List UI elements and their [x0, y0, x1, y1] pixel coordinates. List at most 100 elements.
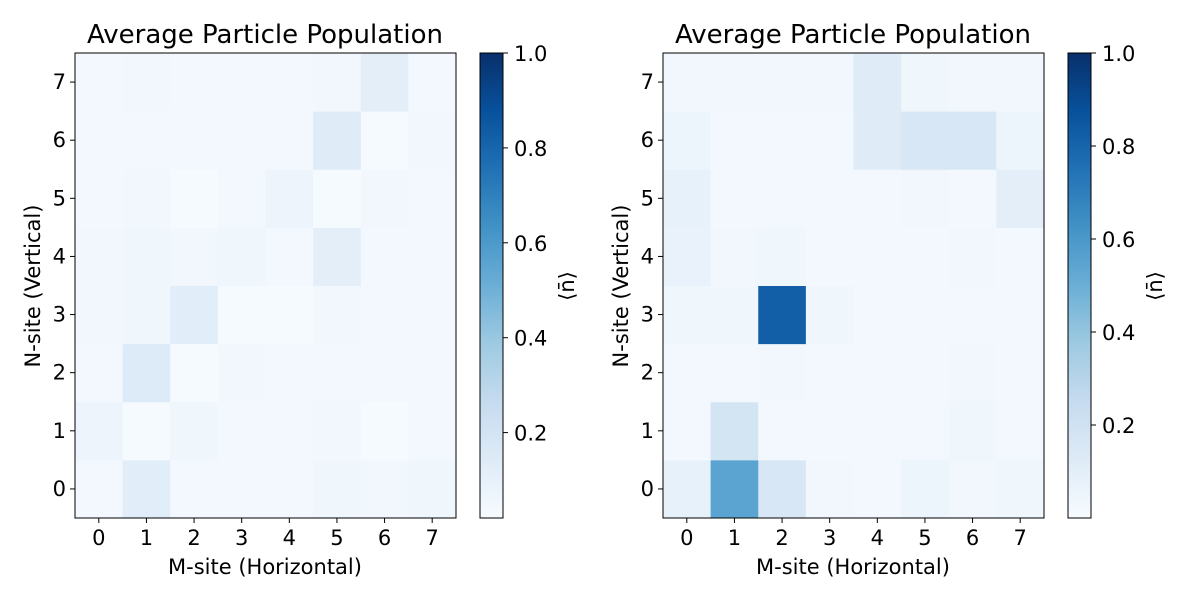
heatmap-cell [805, 459, 854, 519]
heatmap-cell [710, 285, 759, 345]
colorbar-tick-label: 1.0 [1102, 42, 1135, 66]
heatmap-cell [758, 169, 807, 228]
heatmap-cell [360, 459, 409, 519]
colorbar-tick-label: 0.8 [1102, 135, 1135, 159]
heatmap-cell [75, 53, 124, 112]
x-tick-label: 5 [918, 526, 931, 550]
heatmap-cell [170, 459, 219, 519]
x-tick-label: 2 [187, 526, 200, 550]
colorbar-gradient [479, 52, 504, 519]
heatmap-cell [217, 285, 266, 345]
heatmap-cell [805, 53, 854, 112]
heatmap-cell [265, 111, 314, 170]
heatmap-cell [758, 401, 807, 461]
heatmap-cell [996, 401, 1045, 461]
x-tick-label: 2 [775, 526, 788, 550]
heatmap-cell [313, 227, 362, 286]
heatmap-cell [408, 401, 457, 461]
heatmap-cell [948, 53, 997, 112]
x-tick-label: 4 [871, 526, 884, 550]
heatmap-cell [663, 343, 712, 403]
heatmap-cell [853, 459, 902, 519]
heatmap-cell [996, 227, 1045, 286]
chart-title: Average Particle Population [675, 20, 1031, 50]
y-tick-label: 0 [53, 477, 66, 501]
heatmap-cell [408, 459, 457, 519]
heatmap-cell [360, 227, 409, 286]
y-tick-label: 0 [641, 477, 654, 501]
heatmap-cell [122, 343, 171, 403]
heatmap-cell [217, 459, 266, 519]
heatmap-cell [360, 401, 409, 461]
colorbar: 0.2 0.4 0.6 0.8 1.0 ⟨n̄⟩ [479, 42, 579, 519]
heatmap-cell [663, 285, 712, 345]
heatmap-cell [853, 227, 902, 286]
colorbar-tick-label: 0.4 [514, 327, 547, 351]
heatmap-cell [122, 111, 171, 170]
heatmap-cell [758, 53, 807, 112]
heatmap-cell [313, 111, 362, 170]
y-tick-label: 4 [641, 244, 654, 268]
heatmap-cell [313, 401, 362, 461]
heatmap-cell [360, 169, 409, 228]
heatmap-panel-left: Average Particle Population 0 1 2 3 4 5 … [21, 20, 579, 579]
x-axis-label: M-site (Horizontal) [756, 555, 950, 579]
y-axis-label: N-site (Vertical) [609, 205, 633, 368]
heatmap-cell [853, 401, 902, 461]
heatmap-cell [408, 111, 457, 170]
heatmap-cell [853, 343, 902, 403]
x-tick-label: 0 [680, 526, 693, 550]
colorbar-tick-label: 0.8 [514, 137, 547, 161]
heatmap-cell [408, 169, 457, 228]
heatmap-cell [170, 227, 219, 286]
heatmap-cell [710, 459, 759, 519]
heatmap-cell [710, 111, 759, 170]
heatmap-cell [75, 285, 124, 345]
heatmap-cell [758, 285, 807, 345]
heatmap-cell [948, 285, 997, 345]
colorbar-ticks: 0.2 0.4 0.6 0.8 1.0 [1091, 42, 1135, 438]
heatmap-cell [170, 169, 219, 228]
colorbar-tick-label: 0.2 [1102, 414, 1135, 438]
heatmap-cell [122, 459, 171, 519]
x-tick-label: 6 [378, 526, 391, 550]
x-tick-label: 4 [283, 526, 296, 550]
heatmap-cell [996, 343, 1045, 403]
heatmap-cell [170, 53, 219, 112]
heatmap-cell [663, 111, 712, 170]
heatmap-cell [265, 401, 314, 461]
colorbar-ticks: 0.2 0.4 0.6 0.8 1.0 [503, 42, 547, 446]
y-tick-label: 7 [641, 70, 654, 94]
heatmap-cell [75, 227, 124, 286]
colorbar: 0.2 0.4 0.6 0.8 1.0 ⟨n̄⟩ [1067, 42, 1167, 519]
heatmap-cell [710, 169, 759, 228]
colorbar-tick-label: 1.0 [514, 42, 547, 66]
heatmap-cell [408, 53, 457, 112]
heatmap-cell [758, 343, 807, 403]
heatmap-cell [170, 285, 219, 345]
heatmap-cell [75, 343, 124, 403]
plot-frame [74, 52, 457, 519]
x-tick-label: 7 [426, 526, 439, 550]
heatmap-cell [170, 343, 219, 403]
x-tick-label: 3 [235, 526, 248, 550]
heatmap-cell [663, 401, 712, 461]
y-tick-label: 5 [53, 186, 66, 210]
y-tick-label: 4 [53, 244, 66, 268]
heatmap-cell [901, 285, 950, 345]
heatmap-cell [170, 111, 219, 170]
y-tick-label: 1 [641, 419, 654, 443]
heatmap-cell [996, 111, 1045, 170]
heatmap-cell [948, 459, 997, 519]
heatmap-cell [313, 343, 362, 403]
colorbar-label: ⟨n̄⟩ [1143, 271, 1167, 301]
heatmap-cell [75, 401, 124, 461]
heatmap-cell [710, 53, 759, 112]
colorbar-label: ⟨n̄⟩ [555, 271, 579, 301]
heatmap-cell [217, 227, 266, 286]
heatmap-cell [217, 169, 266, 228]
heatmap-cell [313, 459, 362, 519]
colorbar-gradient [1067, 52, 1092, 519]
heatmap-cell [265, 343, 314, 403]
